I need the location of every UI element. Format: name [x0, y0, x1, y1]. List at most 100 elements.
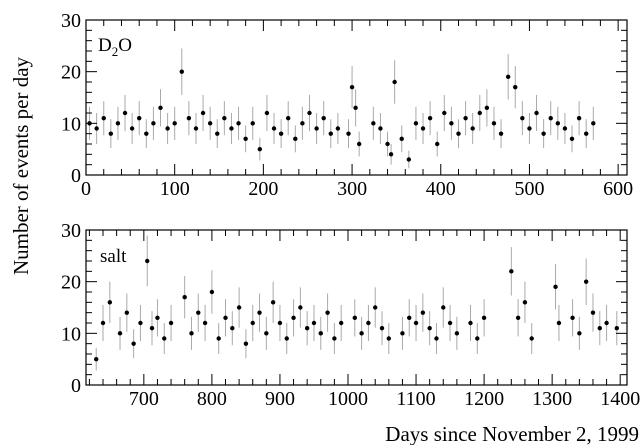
data-point — [250, 320, 255, 326]
data-point — [189, 331, 194, 336]
data-point — [449, 121, 454, 126]
data-point — [271, 126, 277, 131]
data-point — [407, 315, 412, 321]
data-point — [388, 152, 394, 157]
x-tick-label: 1200 — [464, 388, 504, 410]
data-point — [346, 131, 351, 136]
data-point — [468, 320, 473, 326]
data-point — [311, 320, 317, 326]
y-tick-label: 10 — [61, 113, 81, 135]
data-point — [463, 115, 468, 121]
data-point — [243, 341, 249, 346]
data-point — [392, 79, 397, 85]
data-point — [307, 110, 312, 116]
data-point — [94, 356, 99, 362]
data-point — [209, 289, 215, 295]
top-panel-label-subscript: 2 — [112, 44, 119, 59]
data-point — [338, 320, 344, 326]
data-point — [456, 131, 461, 136]
data-point — [145, 258, 150, 264]
x-tick-label: 200 — [248, 178, 278, 200]
data-point — [484, 105, 490, 111]
data-point — [243, 136, 248, 142]
data-point — [548, 115, 553, 121]
data-point — [117, 331, 123, 336]
data-point — [298, 305, 303, 310]
bottom-panel-label: salt — [100, 246, 127, 267]
data-point — [193, 126, 199, 131]
data-point — [158, 105, 163, 111]
top-panel-label-main: D — [98, 35, 112, 56]
data-point — [413, 121, 419, 126]
data-point — [371, 121, 376, 126]
x-tick-label: 500 — [514, 178, 544, 200]
data-point — [584, 131, 589, 136]
data-point — [420, 310, 426, 315]
data-point — [442, 110, 447, 116]
data-point — [435, 141, 440, 147]
data-point — [286, 115, 291, 121]
data-point — [182, 294, 187, 300]
data-point — [583, 279, 589, 284]
x-tick-label: 1300 — [532, 388, 572, 410]
data-point — [534, 110, 539, 116]
top-panel-error-bars — [89, 48, 594, 169]
data-point — [481, 315, 487, 321]
top-panel-y-ticks: 0 10 20 30 — [61, 10, 627, 187]
data-point — [94, 126, 99, 131]
data-point — [138, 320, 143, 326]
y-tick-label: 20 — [61, 272, 81, 294]
data-point — [359, 331, 364, 336]
data-point — [434, 336, 439, 341]
x-tick-label: 700 — [129, 388, 159, 410]
data-point — [168, 320, 174, 326]
data-point — [590, 310, 596, 315]
data-point — [373, 305, 378, 310]
data-point — [352, 315, 357, 321]
data-point — [151, 121, 156, 126]
data-point — [366, 320, 371, 326]
data-point — [257, 310, 262, 315]
data-point — [356, 141, 362, 147]
y-tick-label: 10 — [61, 323, 81, 345]
bottom-panel: 700 800 900 1000 1100 1200 1300 1400 0 10 20 30 sa… — [61, 220, 640, 410]
data-point — [562, 126, 568, 131]
data-point — [270, 300, 276, 305]
data-point — [399, 136, 404, 142]
data-point — [335, 126, 341, 131]
data-point — [406, 157, 412, 162]
top-panel-label: D2O — [98, 35, 132, 59]
data-point — [577, 331, 582, 336]
data-point — [413, 320, 419, 326]
data-point — [505, 74, 511, 80]
data-point — [591, 121, 596, 126]
data-point — [353, 105, 358, 111]
data-point — [541, 131, 546, 136]
data-point — [349, 84, 355, 90]
data-point — [216, 336, 221, 341]
top-panel-points — [87, 69, 596, 162]
data-point — [155, 315, 160, 321]
data-point — [186, 115, 192, 121]
data-point — [293, 136, 298, 142]
x-tick-label: 400 — [426, 178, 456, 200]
x-tick-label: 1000 — [328, 388, 368, 410]
data-point — [284, 336, 289, 341]
data-point — [304, 325, 310, 331]
data-point — [556, 320, 562, 326]
data-point — [321, 115, 326, 121]
data-point — [222, 115, 227, 121]
top-panel-x-ticks: 0 100 200 300 400 500 600 — [81, 20, 633, 200]
data-point — [264, 110, 270, 116]
data-point — [477, 110, 482, 116]
data-point — [597, 325, 602, 331]
data-point — [385, 141, 390, 147]
x-tick-label: 300 — [337, 178, 367, 200]
bottom-panel-frame — [85, 229, 628, 386]
data-point — [522, 300, 528, 305]
y-tick-label: 0 — [71, 375, 81, 397]
x-tick-label: 1100 — [396, 388, 435, 410]
data-point — [576, 115, 582, 121]
data-point — [149, 325, 155, 331]
